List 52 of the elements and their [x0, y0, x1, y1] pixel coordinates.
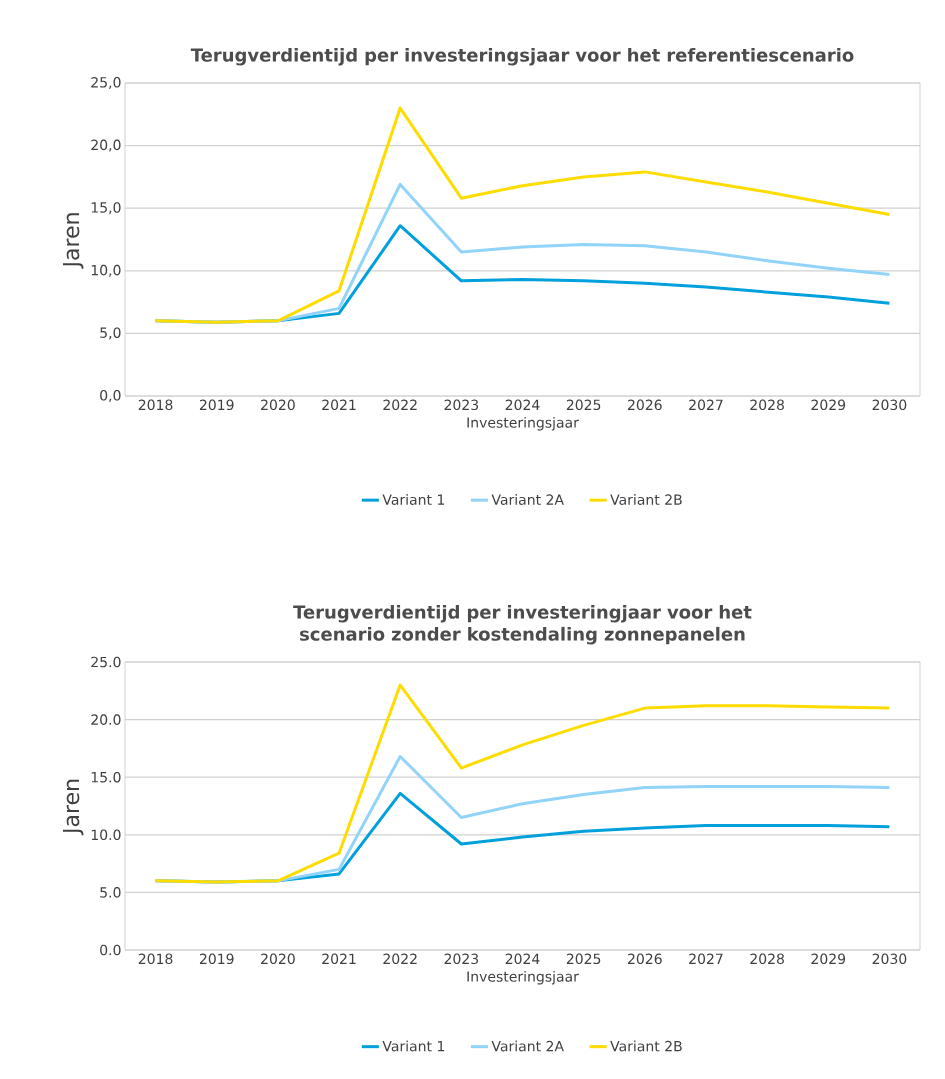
- x-tick-label: 2019: [199, 399, 234, 411]
- legend-label: Variant 1: [382, 1040, 445, 1052]
- x-tick-label: 2024: [505, 953, 540, 965]
- x-tick-label: 2029: [811, 953, 846, 965]
- chart-title: Terugverdientijd per investeringsjaar voor het referentiescenario: [190, 47, 854, 66]
- chart-title: Terugverdientijd per investeringjaar voor het scenario zonder kostendaling zonnepanelen: [293, 604, 752, 645]
- x-tick-label: 2029: [811, 399, 846, 411]
- y-axis-title: Jaren: [62, 779, 84, 836]
- x-tick-label: 2025: [566, 953, 601, 965]
- y-axis-title: Jaren: [62, 213, 84, 269]
- legend-label: Variant 2B: [610, 1040, 682, 1052]
- x-tick-label: 2020: [261, 399, 295, 411]
- line-series: [154, 106, 891, 324]
- y-tick-label: 0,0: [100, 389, 121, 403]
- x-tick-label: 2022: [383, 399, 417, 411]
- legend-label: Variant 2A: [491, 1040, 564, 1052]
- y-tick-label: 25.0: [91, 656, 121, 668]
- x-tick-label: 2019: [199, 953, 234, 965]
- y-tick-label: 5.0: [100, 887, 121, 898]
- y-tick-label: 25,0: [91, 76, 121, 90]
- y-tick-label: 15,0: [91, 202, 121, 215]
- legend-label: Variant 1: [382, 494, 445, 505]
- x-tick-label: 2023: [444, 399, 479, 411]
- x-tick-label: 2021: [322, 953, 356, 965]
- x-tick-label: 2026: [628, 953, 662, 965]
- x-tick-label: 2018: [138, 953, 173, 965]
- line-series: [154, 683, 891, 884]
- y-tick-label: 10,0: [91, 264, 121, 277]
- legend-label: Variant 2A: [491, 494, 564, 505]
- x-tick-label: 2020: [261, 953, 295, 965]
- x-tick-label: 2025: [566, 399, 601, 411]
- x-tick-label: 2024: [505, 399, 540, 411]
- x-axis-title: Investeringsjaar: [467, 970, 579, 985]
- x-tick-label: 2030: [872, 953, 907, 965]
- y-tick-label: 5,0: [100, 327, 121, 340]
- x-tick-label: 2022: [383, 953, 417, 965]
- y-tick-label: 10.0: [91, 829, 121, 841]
- x-tick-label: 2030: [872, 399, 907, 411]
- x-tick-label: 2021: [322, 399, 356, 411]
- x-tick-label: 2026: [628, 399, 662, 411]
- y-tick-label: 15.0: [91, 771, 121, 783]
- y-tick-label: 0.0: [100, 944, 121, 956]
- x-tick-label: 2028: [750, 953, 784, 965]
- x-tick-label: 2018: [138, 399, 173, 411]
- x-tick-label: 2027: [689, 953, 723, 965]
- legend-label: Variant 2B: [610, 494, 682, 505]
- x-tick-label: 2023: [444, 953, 479, 965]
- x-tick-label: 2027: [689, 399, 723, 411]
- x-tick-label: 2028: [750, 399, 784, 411]
- y-tick-label: 20.0: [91, 714, 121, 725]
- x-axis-title: Investeringsjaar: [467, 416, 579, 431]
- y-tick-label: 20,0: [91, 139, 121, 152]
